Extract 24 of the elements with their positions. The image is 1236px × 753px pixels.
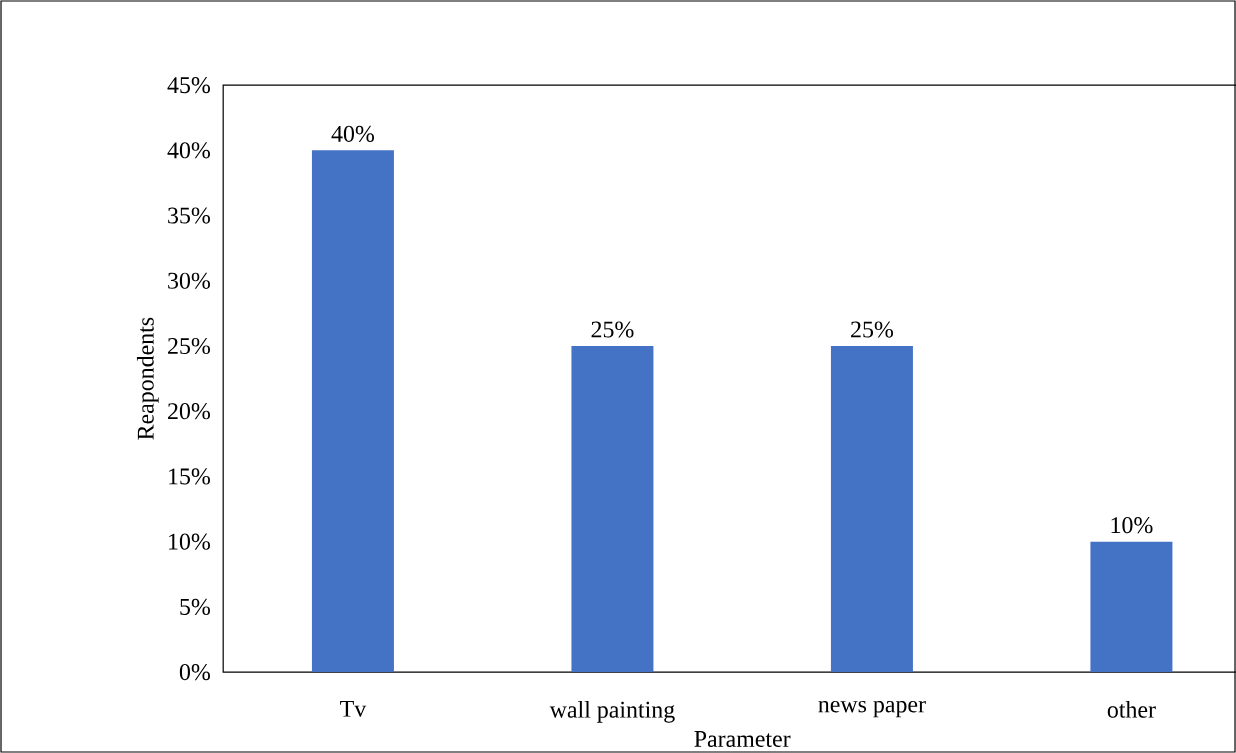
y-tick-label: 5% [180, 598, 210, 616]
x-tick-label: Tv [340, 700, 367, 717]
y-tick-label: 25% [168, 337, 210, 355]
bar [311, 150, 394, 673]
data-label: 25% [851, 321, 894, 338]
y-tick-label: 40% [167, 142, 210, 159]
y-axis-title: Reapondents [136, 317, 159, 440]
y-tick-label: 10% [169, 533, 210, 550]
x-tick-label: other [1107, 700, 1156, 718]
y-tick-label: 30% [168, 272, 210, 289]
y-tick-label: 0% [179, 664, 210, 681]
x-tick-label: wall painting [549, 700, 675, 723]
bar [1090, 541, 1173, 673]
data-label: 40% [331, 125, 375, 142]
data-label: 25% [591, 321, 634, 338]
y-tick-label: 35% [168, 207, 210, 224]
bar [571, 346, 654, 673]
y-tick-label: 45% [167, 77, 210, 94]
data-label: 10% [1111, 517, 1153, 534]
x-tick-label: news paper [818, 700, 926, 718]
x-axis-title: Parameter [694, 731, 791, 747]
y-tick-label: 15% [169, 468, 210, 485]
y-tick-label: 20% [168, 403, 210, 420]
bar [830, 346, 913, 673]
